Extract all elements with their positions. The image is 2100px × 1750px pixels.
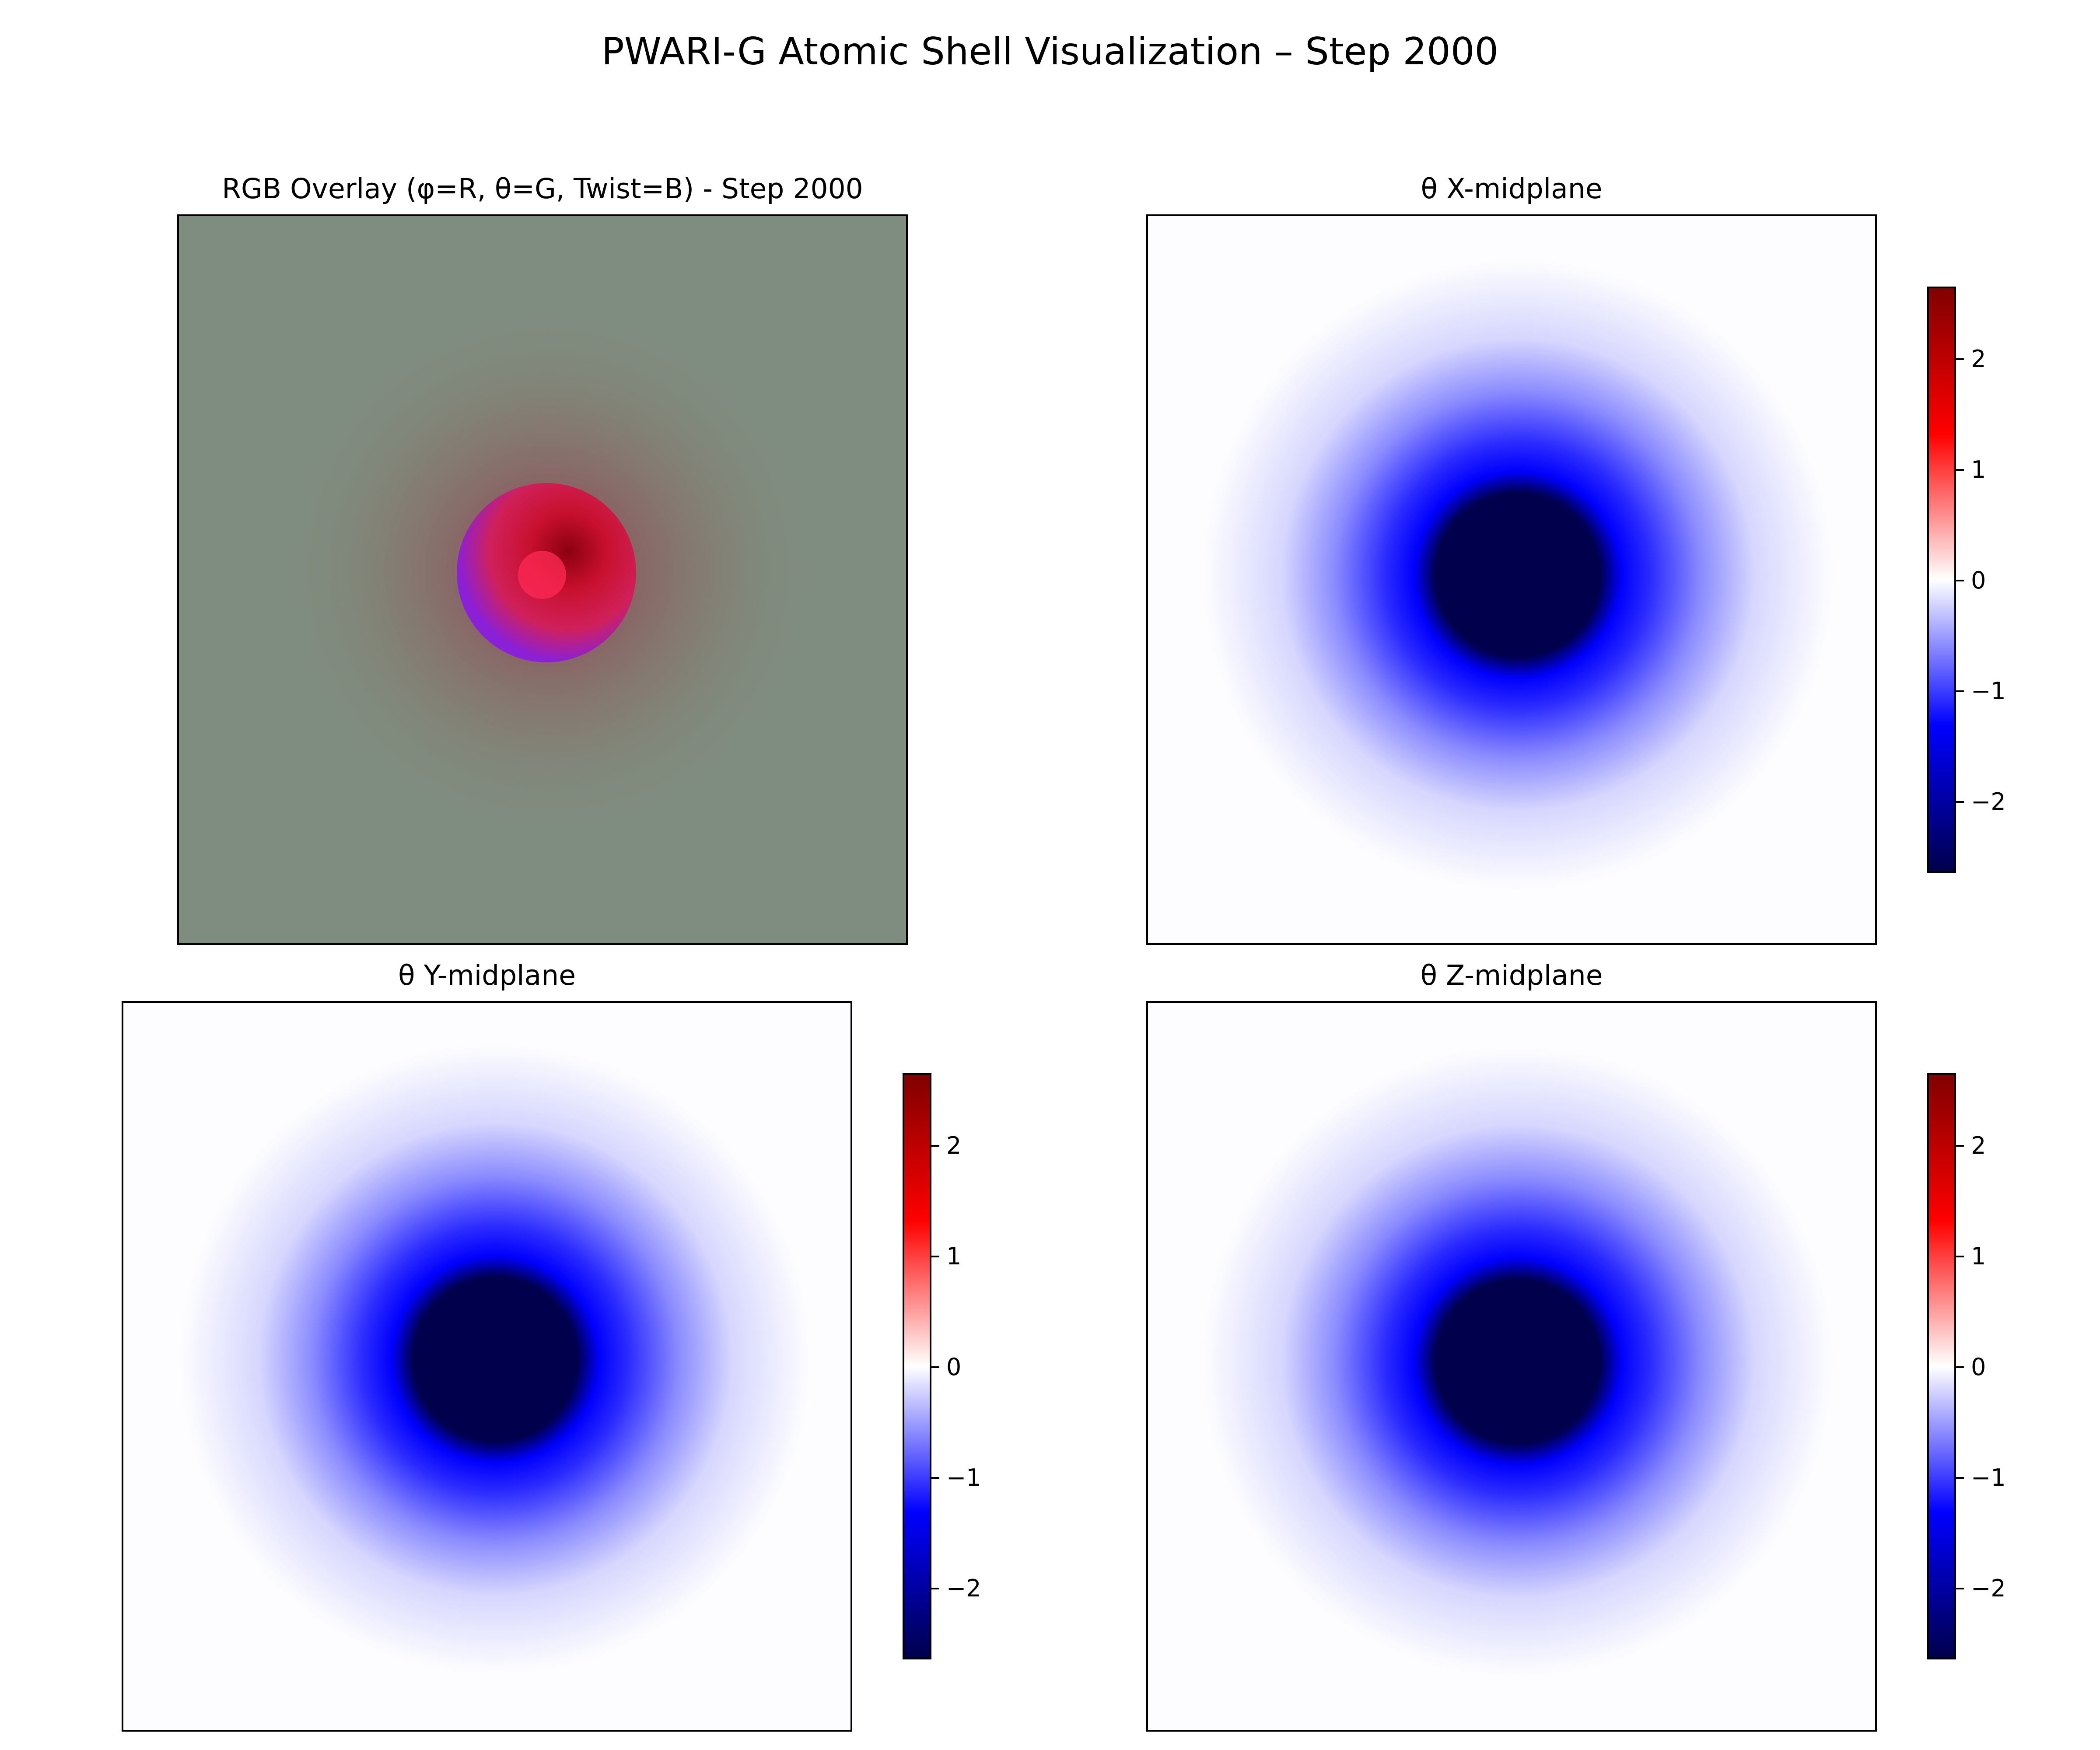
rgb-overlay-plot — [177, 214, 908, 945]
rgb-overlay-title: RGB Overlay (φ=R, θ=G, Twist=B) - Step 2… — [222, 173, 863, 205]
theta-y-title: θ Y-midplane — [398, 959, 576, 991]
theta-y-tick-1: 1 — [946, 1242, 962, 1270]
theta-x-tick-1: 1 — [1971, 456, 1986, 483]
theta-z-tick-1: 1 — [1971, 1242, 1986, 1270]
theta-x-plot — [1146, 214, 1877, 945]
theta-z-title: θ Z-midplane — [1420, 959, 1603, 991]
theta-z-colorbar — [1927, 1073, 1956, 1659]
theta-x-tick-m1: −1 — [1971, 677, 2006, 705]
figure-title: PWARI-G Atomic Shell Visualization – Ste… — [601, 30, 1499, 74]
theta-y-colorbar — [903, 1073, 931, 1659]
theta-y-plot — [122, 1001, 852, 1732]
theta-y-tick-m2: −2 — [946, 1575, 981, 1602]
theta-z-plot — [1146, 1001, 1877, 1732]
theta-z-tick-0: 0 — [1971, 1353, 1986, 1381]
theta-y-tick-m1: −1 — [946, 1464, 981, 1491]
theta-x-colorbar — [1927, 287, 1956, 873]
theta-x-title: θ X-midplane — [1421, 173, 1603, 205]
rgb-hotspot — [518, 551, 566, 599]
theta-z-tick-m2: −2 — [1971, 1575, 2006, 1602]
theta-y-tick-2: 2 — [946, 1132, 962, 1159]
theta-z-tick-m1: −1 — [1971, 1464, 2006, 1491]
theta-x-shell — [1203, 260, 1833, 890]
theta-y-tick-0: 0 — [946, 1353, 962, 1381]
theta-z-shell — [1203, 1046, 1833, 1676]
theta-x-tick-m2: −2 — [1971, 788, 2006, 816]
theta-x-tick-2: 2 — [1971, 345, 1986, 373]
theta-z-tick-2: 2 — [1971, 1132, 1986, 1159]
theta-y-shell — [180, 1044, 810, 1674]
theta-x-tick-0: 0 — [1971, 567, 1986, 594]
